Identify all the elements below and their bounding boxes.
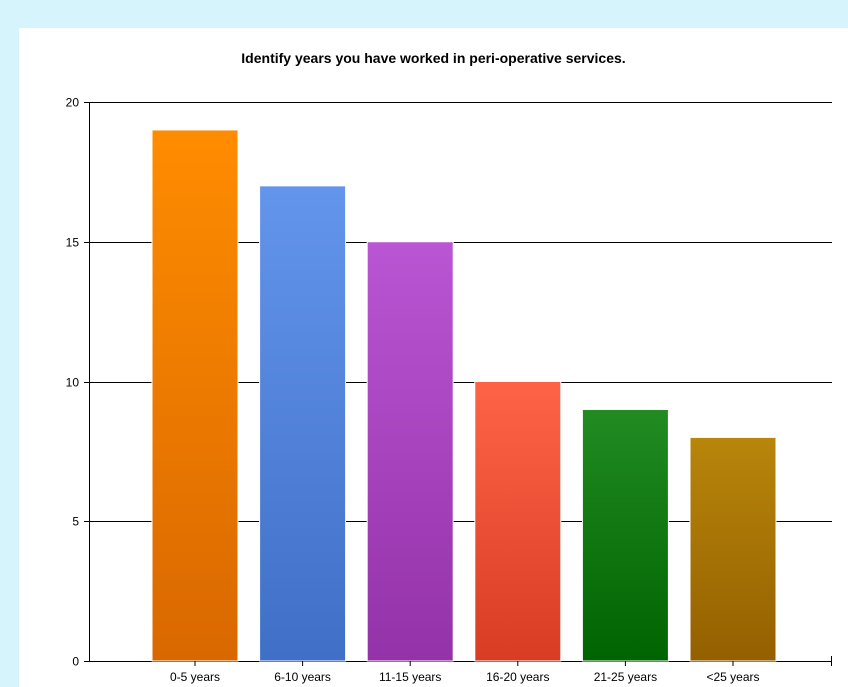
bar-6-10-years xyxy=(259,185,347,662)
chart-panel: Identify years you have worked in peri-o… xyxy=(19,28,848,687)
x-tick-label: 6-10 years xyxy=(274,670,331,684)
bar-0-5-years xyxy=(151,129,239,662)
bar-21-25-years xyxy=(581,408,669,662)
y-tick-label: 20 xyxy=(66,96,80,110)
axes xyxy=(89,102,832,666)
bar-chart: 0 5 10 15 20 0-5 years 6-10 years 11-15 years 16… xyxy=(66,96,832,685)
bars xyxy=(151,129,777,662)
bar-16-20-years xyxy=(474,381,562,662)
y-tick-label: 15 xyxy=(66,236,80,250)
x-tick-label: 21-25 years xyxy=(594,670,657,684)
chart-title: Identify years you have worked in peri-o… xyxy=(241,50,626,66)
bar-11-15-years xyxy=(366,241,454,662)
x-tick-label: 11-15 years xyxy=(379,670,441,684)
x-tick-label: <25 years xyxy=(706,670,759,684)
y-tick-label: 10 xyxy=(66,376,80,390)
bar--25-years xyxy=(689,436,777,662)
tick-labels: 0 5 10 15 20 0-5 years 6-10 years 11-15 years 16… xyxy=(66,96,760,685)
y-tick-label: 0 xyxy=(72,655,79,669)
x-tick-label: 0-5 years xyxy=(170,670,220,684)
y-tick-label: 5 xyxy=(72,515,79,529)
x-tick-label: 16-20 years xyxy=(486,670,549,684)
